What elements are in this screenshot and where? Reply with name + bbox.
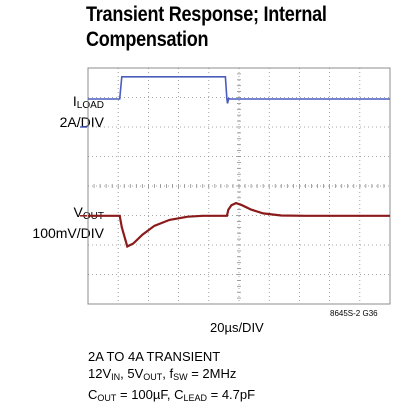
cond-vout-sub: OUT bbox=[143, 372, 163, 382]
cond-vin: 12V bbox=[88, 366, 112, 381]
cond-clead-sub: LEAD bbox=[183, 393, 208, 403]
cond-clead: = 100µF, C bbox=[116, 387, 184, 402]
cond-clead-value: = 4.7pF bbox=[207, 387, 256, 402]
cond-fsw-sub: SW bbox=[173, 372, 188, 382]
chart-title-line1: Transient Response; Internal bbox=[86, 3, 327, 26]
figure-code: 8645S-2 G36 bbox=[330, 309, 378, 318]
test-conditions: 2A TO 4A TRANSIENT 12VIN, 5VOUT, fSW = 2… bbox=[88, 348, 255, 407]
grid bbox=[88, 68, 390, 304]
iload-subscript: LOAD bbox=[76, 100, 104, 111]
cond-vin-sub: IN bbox=[111, 372, 121, 382]
vout-name: V bbox=[73, 204, 83, 220]
conditions-line1: 2A TO 4A TRANSIENT bbox=[88, 349, 221, 364]
cond-fsw: , f bbox=[162, 366, 174, 381]
conditions-line3: COUT = 100µF, CLEAD = 4.7pF bbox=[88, 386, 255, 407]
vout-trace bbox=[88, 201, 390, 249]
plot-frame bbox=[87, 67, 391, 305]
vout-scale: 100mV/DIV bbox=[32, 225, 104, 241]
chart-title-line2: Compensation bbox=[86, 28, 209, 51]
cond-fsw-value: = 2MHz bbox=[187, 366, 237, 381]
iload-axis-label: ILOAD 2A/DIV bbox=[60, 93, 104, 131]
cond-vout: , 5V bbox=[120, 366, 144, 381]
iload-scale: 2A/DIV bbox=[59, 114, 104, 130]
iload-name: I bbox=[72, 93, 77, 109]
iload-trace bbox=[88, 76, 390, 104]
x-scale-label: 20µs/DIV bbox=[210, 320, 264, 335]
cond-cout-sub: OUT bbox=[97, 393, 117, 403]
conditions-line2: 12VIN, 5VOUT, fSW = 2MHz bbox=[88, 365, 255, 386]
chart-title: Transient Response; Internal Compensatio… bbox=[86, 2, 344, 52]
cond-cout: C bbox=[88, 387, 98, 402]
